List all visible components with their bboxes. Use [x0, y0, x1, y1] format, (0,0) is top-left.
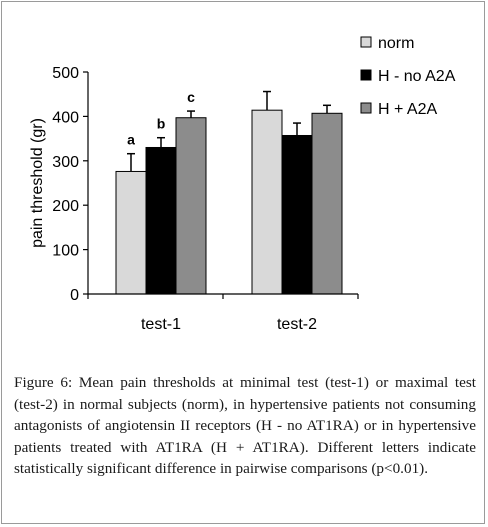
- x-tick-label-test-1: test-1: [141, 316, 181, 333]
- bar-test-2-h-a2a: [311, 112, 343, 295]
- caption-text: Mean pain thresholds at minimal test (te…: [14, 374, 477, 477]
- y-tick-label: 100: [52, 243, 79, 260]
- y-tick-label: 0: [70, 287, 79, 304]
- caption-label: Figure 6:: [14, 374, 73, 391]
- y-axis-label: pain threshold (gr): [29, 118, 46, 248]
- y-tick-label: 400: [52, 109, 79, 126]
- legend-label: H + A2A: [378, 101, 437, 118]
- legend-swatch-h-no-a2a: [360, 69, 372, 81]
- legend-swatch-h-a2a: [360, 102, 372, 114]
- y-tick-label: 200: [52, 198, 79, 215]
- bar-test-1-h-a2a: [175, 117, 207, 295]
- significance-letter-c: c: [187, 89, 195, 105]
- x-tick-label-test-2: test-2: [277, 316, 317, 333]
- legend-label: norm: [378, 35, 414, 52]
- y-tick-label: 500: [52, 65, 79, 82]
- legend-label: H - no A2A: [378, 68, 456, 85]
- legend-swatch-norm: [360, 36, 372, 48]
- significance-letter-b: b: [157, 116, 166, 132]
- bar-chart: a b c 0 100 200 300 400 500 test-1 test-2 pain thre…: [29, 35, 456, 333]
- figure-caption: Figure 6: Mean pain thresholds at minima…: [14, 372, 476, 480]
- plot-area: a b c 0 100 200 300 400 500 test-1 test-2 pain thre…: [29, 35, 456, 333]
- y-tick-label: 300: [52, 154, 79, 171]
- bar-test-1-h-no-a2a: [145, 146, 177, 295]
- bar-test-2-norm: [251, 109, 283, 295]
- bar-test-2-h-no-a2a: [281, 134, 313, 295]
- significance-letter-a: a: [127, 132, 135, 148]
- bar-test-1-norm: [115, 170, 147, 295]
